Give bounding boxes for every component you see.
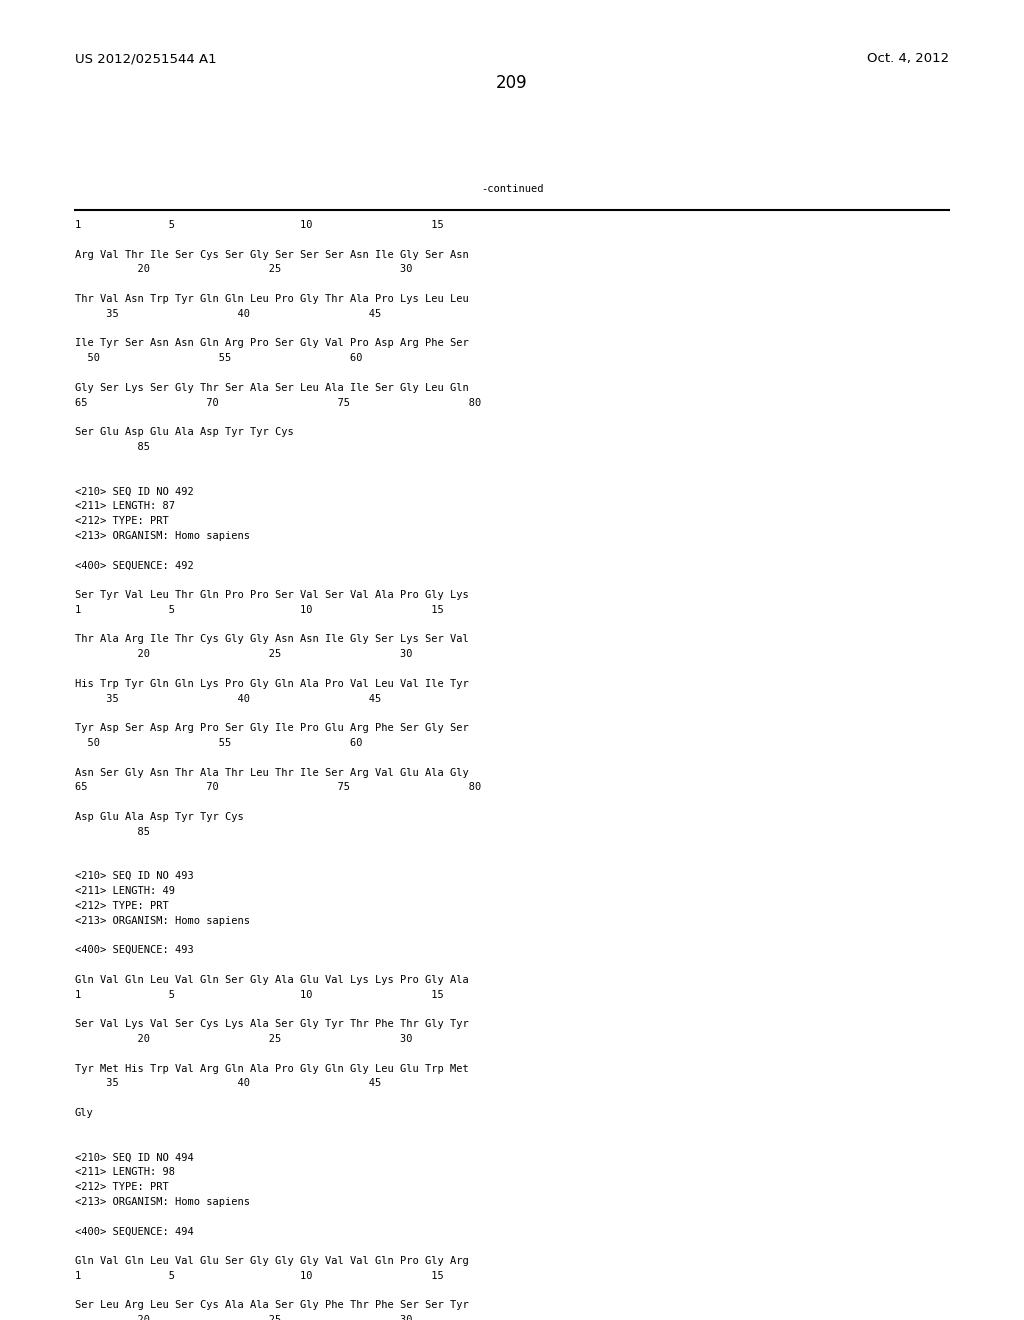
Text: 20                   25                   30: 20 25 30 bbox=[75, 1034, 413, 1044]
Text: <212> TYPE: PRT: <212> TYPE: PRT bbox=[75, 900, 169, 911]
Text: 209: 209 bbox=[497, 74, 527, 92]
Text: <213> ORGANISM: Homo sapiens: <213> ORGANISM: Homo sapiens bbox=[75, 531, 250, 541]
Text: Ser Leu Arg Leu Ser Cys Ala Ala Ser Gly Phe Thr Phe Ser Ser Tyr: Ser Leu Arg Leu Ser Cys Ala Ala Ser Gly … bbox=[75, 1300, 469, 1311]
Text: -continued: -continued bbox=[480, 183, 544, 194]
Text: 65                   70                   75                   80: 65 70 75 80 bbox=[75, 397, 481, 408]
Text: US 2012/0251544 A1: US 2012/0251544 A1 bbox=[75, 51, 216, 65]
Text: Ser Glu Asp Glu Ala Asp Tyr Tyr Cys: Ser Glu Asp Glu Ala Asp Tyr Tyr Cys bbox=[75, 428, 294, 437]
Text: 35                   40                   45: 35 40 45 bbox=[75, 309, 381, 319]
Text: Gly Ser Lys Ser Gly Thr Ser Ala Ser Leu Ala Ile Ser Gly Leu Gln: Gly Ser Lys Ser Gly Thr Ser Ala Ser Leu … bbox=[75, 383, 469, 393]
Text: <211> LENGTH: 87: <211> LENGTH: 87 bbox=[75, 502, 175, 511]
Text: Thr Ala Arg Ile Thr Cys Gly Gly Asn Asn Ile Gly Ser Lys Ser Val: Thr Ala Arg Ile Thr Cys Gly Gly Asn Asn … bbox=[75, 635, 469, 644]
Text: 20                   25                   30: 20 25 30 bbox=[75, 264, 413, 275]
Text: <213> ORGANISM: Homo sapiens: <213> ORGANISM: Homo sapiens bbox=[75, 916, 250, 925]
Text: Ile Tyr Ser Asn Asn Gln Arg Pro Ser Gly Val Pro Asp Arg Phe Ser: Ile Tyr Ser Asn Asn Gln Arg Pro Ser Gly … bbox=[75, 338, 469, 348]
Text: Arg Val Thr Ile Ser Cys Ser Gly Ser Ser Ser Asn Ile Gly Ser Asn: Arg Val Thr Ile Ser Cys Ser Gly Ser Ser … bbox=[75, 249, 469, 260]
Text: Asn Ser Gly Asn Thr Ala Thr Leu Thr Ile Ser Arg Val Glu Ala Gly: Asn Ser Gly Asn Thr Ala Thr Leu Thr Ile … bbox=[75, 768, 469, 777]
Text: <210> SEQ ID NO 492: <210> SEQ ID NO 492 bbox=[75, 486, 194, 496]
Text: <210> SEQ ID NO 494: <210> SEQ ID NO 494 bbox=[75, 1152, 194, 1163]
Text: <400> SEQUENCE: 493: <400> SEQUENCE: 493 bbox=[75, 945, 194, 956]
Text: Tyr Asp Ser Asp Arg Pro Ser Gly Ile Pro Glu Arg Phe Ser Gly Ser: Tyr Asp Ser Asp Arg Pro Ser Gly Ile Pro … bbox=[75, 723, 469, 733]
Text: His Trp Tyr Gln Gln Lys Pro Gly Gln Ala Pro Val Leu Val Ile Tyr: His Trp Tyr Gln Gln Lys Pro Gly Gln Ala … bbox=[75, 678, 469, 689]
Text: <400> SEQUENCE: 492: <400> SEQUENCE: 492 bbox=[75, 561, 194, 570]
Text: <210> SEQ ID NO 493: <210> SEQ ID NO 493 bbox=[75, 871, 194, 882]
Text: 1              5                    10                   15: 1 5 10 15 bbox=[75, 990, 443, 999]
Text: <211> LENGTH: 98: <211> LENGTH: 98 bbox=[75, 1167, 175, 1177]
Text: Ser Tyr Val Leu Thr Gln Pro Pro Ser Val Ser Val Ala Pro Gly Lys: Ser Tyr Val Leu Thr Gln Pro Pro Ser Val … bbox=[75, 590, 469, 601]
Text: <400> SEQUENCE: 494: <400> SEQUENCE: 494 bbox=[75, 1226, 194, 1237]
Text: Oct. 4, 2012: Oct. 4, 2012 bbox=[867, 51, 949, 65]
Text: 85: 85 bbox=[75, 826, 150, 837]
Text: 35                   40                   45: 35 40 45 bbox=[75, 1078, 381, 1089]
Text: Ser Val Lys Val Ser Cys Lys Ala Ser Gly Tyr Thr Phe Thr Gly Tyr: Ser Val Lys Val Ser Cys Lys Ala Ser Gly … bbox=[75, 1019, 469, 1030]
Text: <213> ORGANISM: Homo sapiens: <213> ORGANISM: Homo sapiens bbox=[75, 1197, 250, 1206]
Text: 20                   25                   30: 20 25 30 bbox=[75, 649, 413, 659]
Text: 20                   25                   30: 20 25 30 bbox=[75, 1315, 413, 1320]
Text: 1              5                    10                   15: 1 5 10 15 bbox=[75, 605, 443, 615]
Text: Gly: Gly bbox=[75, 1107, 93, 1118]
Text: Asp Glu Ala Asp Tyr Tyr Cys: Asp Glu Ala Asp Tyr Tyr Cys bbox=[75, 812, 244, 822]
Text: <212> TYPE: PRT: <212> TYPE: PRT bbox=[75, 516, 169, 525]
Text: 35                   40                   45: 35 40 45 bbox=[75, 693, 381, 704]
Text: 50                   55                   60: 50 55 60 bbox=[75, 738, 362, 748]
Text: <212> TYPE: PRT: <212> TYPE: PRT bbox=[75, 1181, 169, 1192]
Text: 1              5                    10                   15: 1 5 10 15 bbox=[75, 220, 443, 230]
Text: Tyr Met His Trp Val Arg Gln Ala Pro Gly Gln Gly Leu Glu Trp Met: Tyr Met His Trp Val Arg Gln Ala Pro Gly … bbox=[75, 1064, 469, 1073]
Text: 65                   70                   75                   80: 65 70 75 80 bbox=[75, 783, 481, 792]
Text: <211> LENGTH: 49: <211> LENGTH: 49 bbox=[75, 886, 175, 896]
Text: Gln Val Gln Leu Val Gln Ser Gly Ala Glu Val Lys Lys Pro Gly Ala: Gln Val Gln Leu Val Gln Ser Gly Ala Glu … bbox=[75, 974, 469, 985]
Text: Gln Val Gln Leu Val Glu Ser Gly Gly Gly Val Val Gln Pro Gly Arg: Gln Val Gln Leu Val Glu Ser Gly Gly Gly … bbox=[75, 1257, 469, 1266]
Text: Thr Val Asn Trp Tyr Gln Gln Leu Pro Gly Thr Ala Pro Lys Leu Leu: Thr Val Asn Trp Tyr Gln Gln Leu Pro Gly … bbox=[75, 294, 469, 304]
Text: 85: 85 bbox=[75, 442, 150, 451]
Text: 1              5                    10                   15: 1 5 10 15 bbox=[75, 1271, 443, 1280]
Text: 50                   55                   60: 50 55 60 bbox=[75, 354, 362, 363]
